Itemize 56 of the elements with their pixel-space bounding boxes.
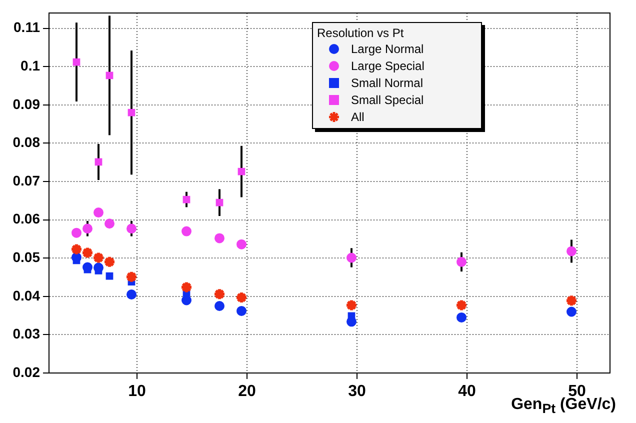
point [236, 306, 246, 316]
point [182, 196, 190, 204]
y-tick-label: 0.1 [20, 57, 40, 74]
y-tick-label: 0.11 [14, 19, 40, 36]
point [214, 233, 224, 244]
x-tick-label: 30 [348, 383, 366, 400]
point [565, 294, 578, 308]
point [236, 239, 246, 250]
point [128, 108, 136, 116]
x-tick-label: 10 [128, 383, 146, 400]
point [94, 208, 104, 218]
point [216, 198, 224, 206]
point [566, 246, 576, 256]
point [126, 224, 136, 234]
point [345, 298, 358, 312]
x-tick-label: 40 [458, 383, 476, 400]
legend-label: Small Special [351, 92, 424, 106]
point [82, 224, 92, 234]
point [213, 288, 226, 301]
legend-label: Large Special [351, 58, 424, 72]
point [182, 226, 192, 236]
point [455, 298, 468, 312]
point [103, 255, 116, 268]
point [346, 252, 356, 263]
point [94, 158, 102, 166]
point [238, 168, 246, 176]
point [72, 58, 80, 66]
point [106, 272, 114, 280]
legend-label: Small Normal [351, 76, 424, 90]
legend-label: All [351, 110, 364, 124]
y-tick-label: 0.08 [12, 134, 40, 150]
y-tick-label: 0.06 [12, 210, 40, 227]
point [456, 312, 466, 322]
x-tick-label: 20 [238, 383, 256, 400]
point [70, 242, 83, 256]
legend-label: Large Normal [351, 42, 424, 56]
point [180, 280, 193, 294]
point [125, 270, 138, 284]
point [566, 306, 576, 317]
point [92, 251, 105, 264]
y-tick-label: 0.05 [12, 248, 40, 265]
point [235, 291, 248, 304]
point [126, 289, 136, 300]
point [104, 218, 114, 229]
point [348, 312, 356, 320]
point [72, 228, 82, 238]
y-tick-label: 0.04 [12, 287, 40, 304]
point [214, 300, 224, 311]
point [456, 256, 466, 267]
point [81, 246, 94, 260]
point [106, 72, 114, 80]
y-tick-label: 0.07 [12, 172, 40, 188]
y-tick-label: 0.09 [12, 96, 40, 112]
y-tick-label: 0.02 [12, 364, 40, 380]
y-tick-label: 0.03 [12, 326, 40, 342]
legend-title: Resolution vs Pt [317, 26, 405, 40]
